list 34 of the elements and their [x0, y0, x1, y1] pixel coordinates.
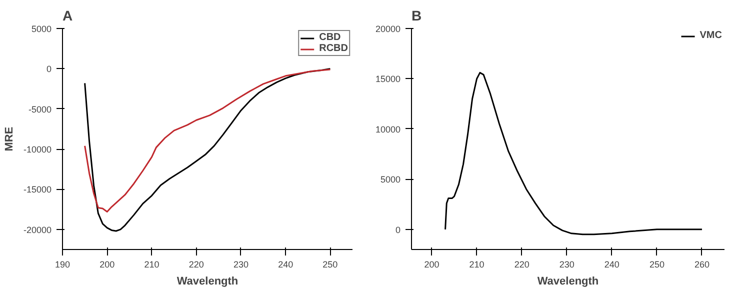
- x-axis-title: Wavelength: [176, 276, 238, 288]
- y-tick-label: -20000: [23, 224, 52, 235]
- y-axis-title: MRE: [3, 126, 16, 152]
- x-tick-label: 200: [100, 260, 115, 270]
- legend-label: VMC: [700, 30, 722, 41]
- x-tick-label: 240: [604, 260, 620, 270]
- y-tick-label: -5000: [28, 104, 52, 114]
- x-tick-label: 230: [559, 260, 574, 270]
- y-tick-label: 0: [46, 64, 52, 74]
- legend-label: CBD: [319, 32, 341, 43]
- x-tick-label: 200: [424, 260, 440, 270]
- y-tick-label: 5000: [380, 174, 401, 185]
- x-axis-title: Wavelength: [537, 276, 599, 288]
- x-tick-label: 250: [649, 260, 664, 270]
- x-tick-label: 260: [694, 260, 710, 270]
- chart-title: B: [412, 8, 422, 24]
- x-tick-label: 210: [144, 260, 160, 270]
- x-tick-label: 230: [233, 260, 248, 270]
- x-tick-label: 250: [322, 260, 338, 270]
- y-tick-label: -15000: [23, 184, 52, 195]
- x-tick-label: 190: [54, 260, 70, 270]
- x-tick-label: 220: [188, 260, 204, 270]
- y-tick-label: -10000: [23, 144, 52, 155]
- x-tick-label: 220: [514, 260, 530, 270]
- y-tick-label: 20000: [375, 24, 401, 34]
- chart-title: A: [62, 8, 73, 24]
- x-tick-label: 210: [469, 260, 484, 270]
- line-series: [444, 72, 703, 236]
- x-tick-label: 240: [278, 260, 294, 270]
- y-tick-label: 5000: [31, 24, 52, 34]
- y-tick-label: 10000: [375, 124, 401, 134]
- legend-label: RCBD: [319, 43, 348, 54]
- y-tick-label: 0: [395, 224, 401, 235]
- y-tick-label: 15000: [375, 74, 401, 84]
